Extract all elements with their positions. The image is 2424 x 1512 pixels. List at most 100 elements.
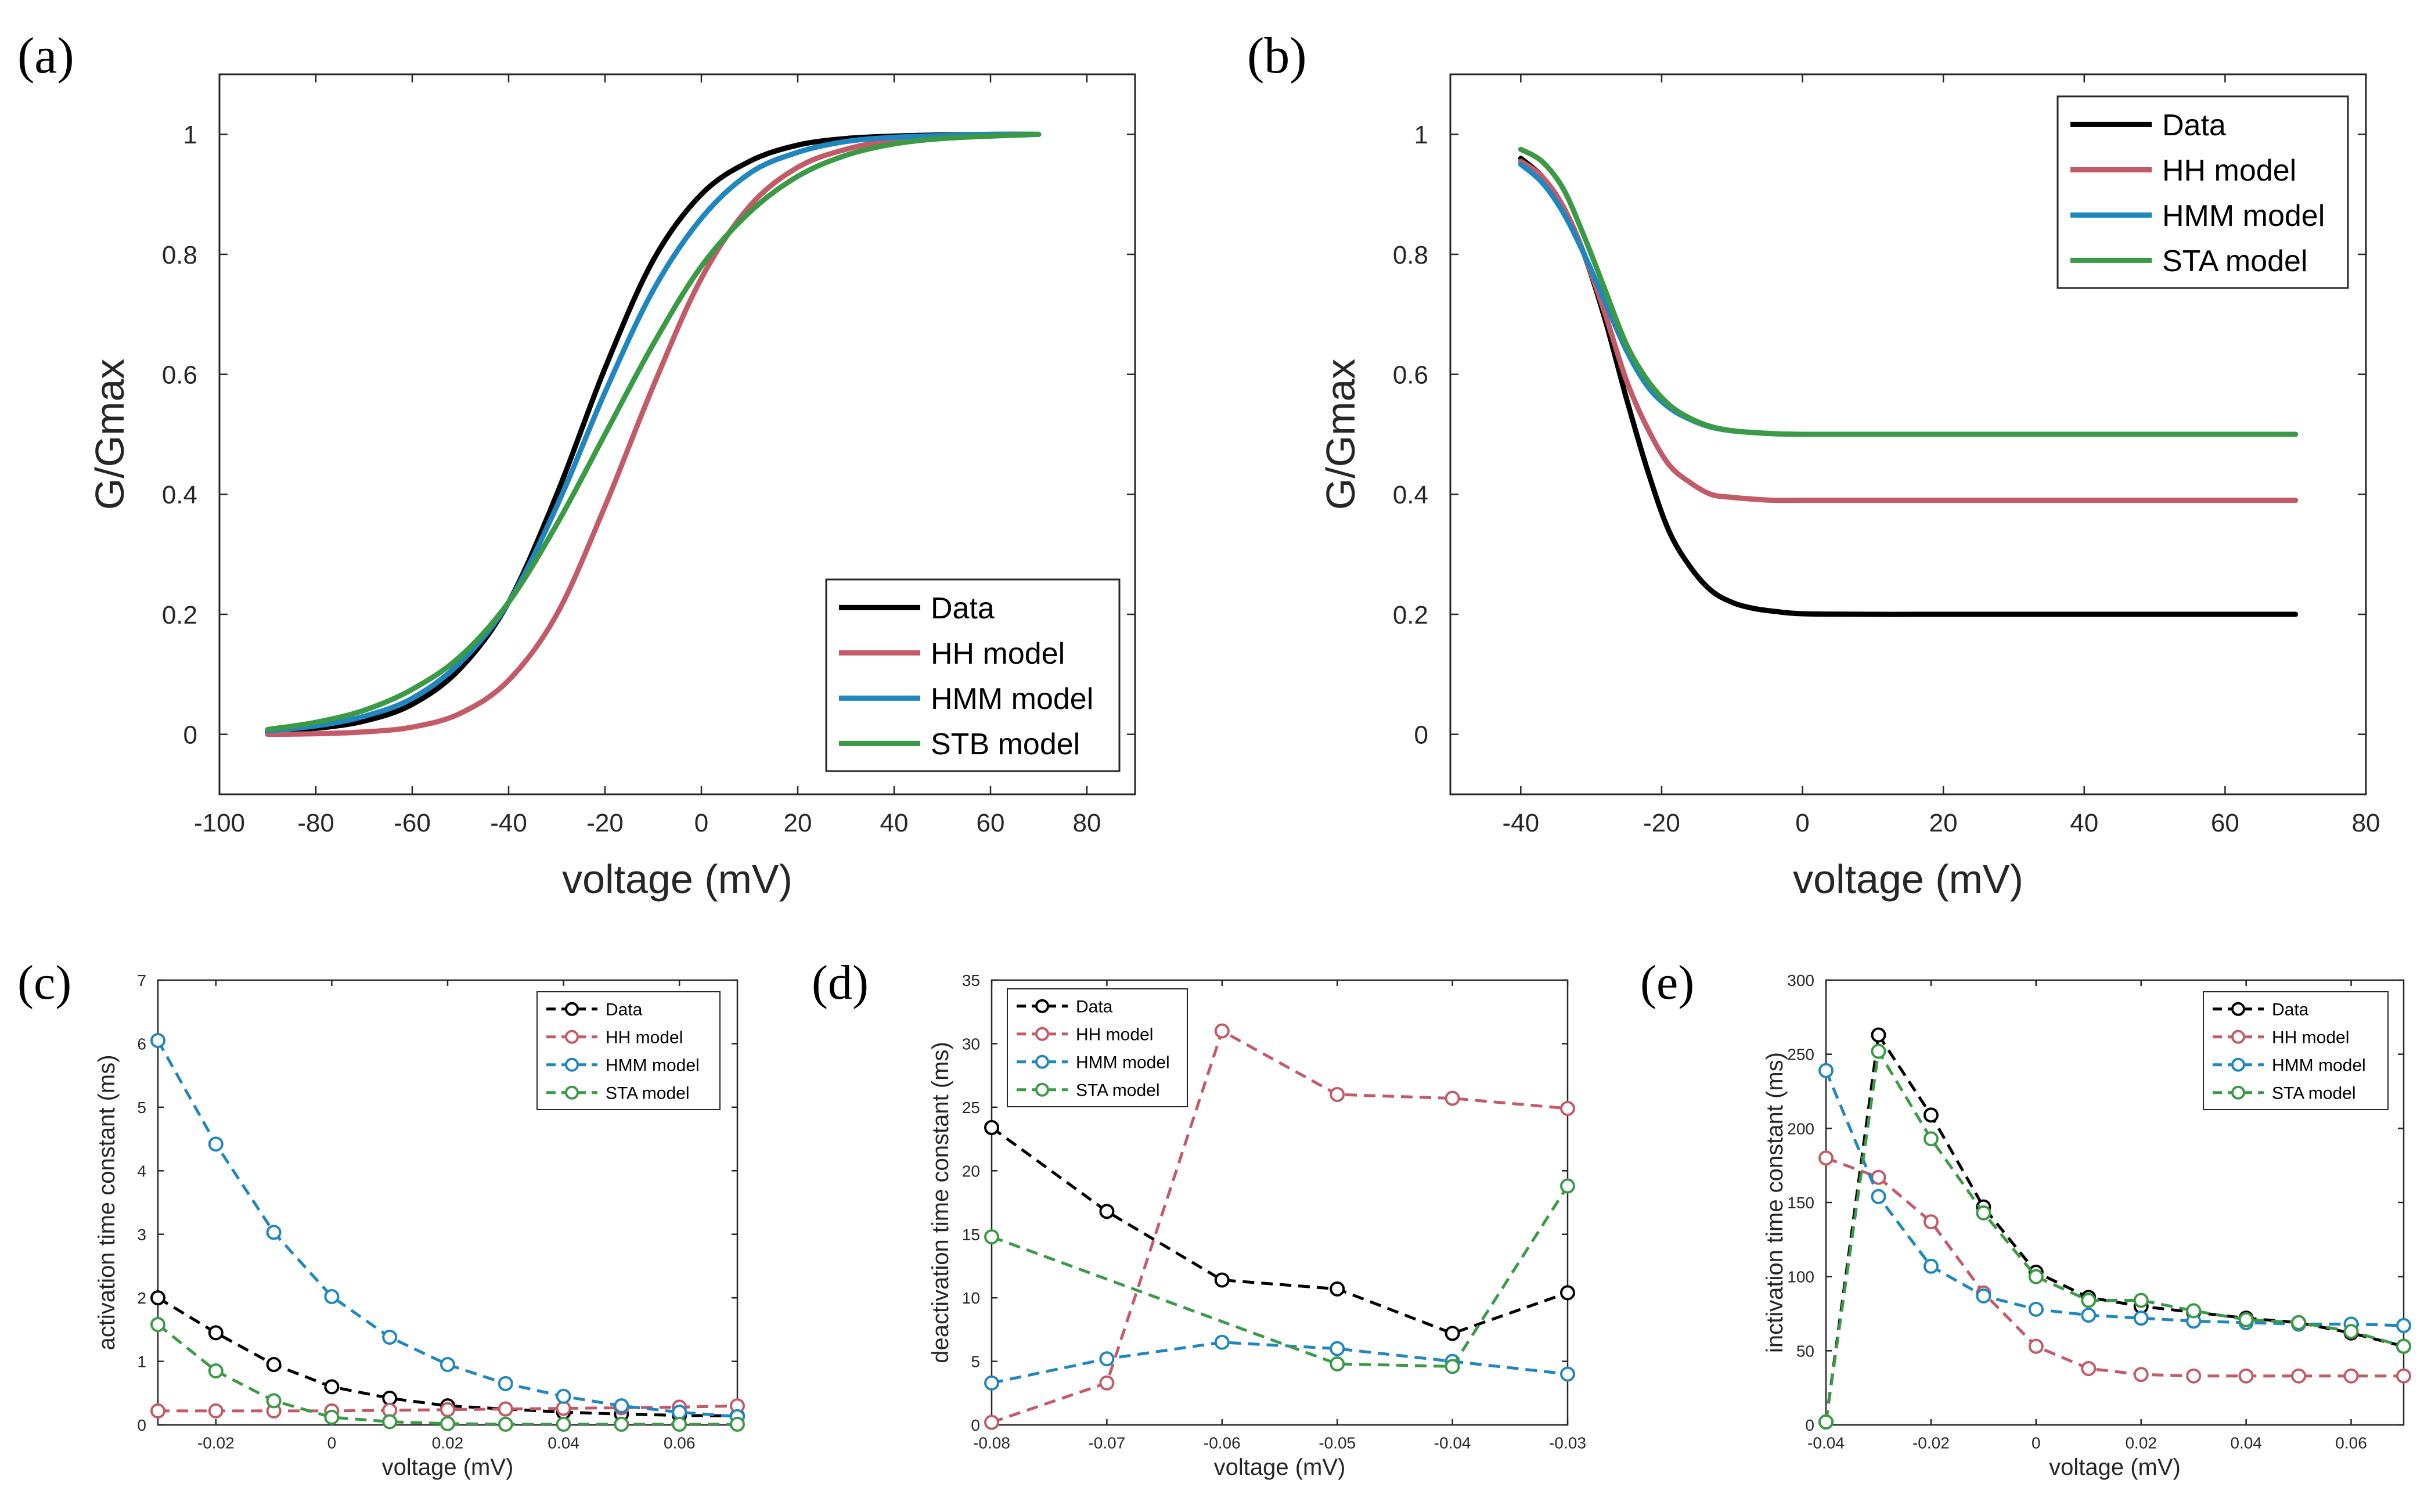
y-tick-label: 15 — [962, 1226, 980, 1244]
data-point-hh — [1330, 1086, 1345, 1102]
legend-entry-label: STB model — [931, 728, 1080, 761]
series-line-sta — [1826, 1047, 2404, 1423]
y-axis-label: G/Gmax — [1318, 359, 1363, 510]
data-point-hmm — [556, 1388, 571, 1404]
series-line-hh — [265, 131, 1042, 737]
data-point-hmm — [382, 1329, 398, 1345]
y-tick-label: 5 — [137, 1099, 146, 1117]
x-tick-label: 0.04 — [548, 1434, 579, 1452]
y-tick-label: 7 — [137, 971, 146, 989]
data-point-hmm — [2396, 1317, 2411, 1333]
data-point-sta — [150, 1317, 165, 1333]
y-axis-label: activation time constant (ms) — [94, 1054, 120, 1350]
y-tick-label: 20 — [962, 1162, 980, 1180]
x-axis-label: voltage (mV) — [1214, 1455, 1346, 1480]
panel-label: (c) — [17, 956, 71, 1010]
x-tick-label: 0 — [694, 809, 708, 837]
data-point-sta — [2238, 1312, 2254, 1327]
data-point-data — [1099, 1204, 1115, 1219]
y-tick-label: 200 — [1787, 1119, 1814, 1137]
plot-area-frame — [1449, 73, 2367, 795]
legend-frame — [825, 578, 1121, 772]
y-tick-label: 1 — [137, 1353, 146, 1371]
data-point-data — [150, 1290, 165, 1306]
data-point-hh — [150, 1403, 165, 1419]
data-point-sta — [2396, 1338, 2411, 1354]
data-point-hmm — [2028, 1301, 2044, 1317]
series-line-hmm — [158, 1039, 737, 1419]
y-tick-label: 35 — [962, 971, 980, 989]
x-tick-label: 40 — [2070, 809, 2098, 837]
legend-entry-label: Data — [2272, 1000, 2309, 1020]
panel-label: (b) — [1247, 28, 1307, 84]
legend-marker-hmm — [2231, 1057, 2245, 1072]
series-line-hmm — [1826, 1070, 2404, 1327]
y-tick-label: 25 — [962, 1099, 980, 1117]
y-tick-label: 300 — [1787, 971, 1814, 989]
legend-entry-label: HH model — [2272, 1028, 2349, 1047]
data-point-data — [266, 1357, 282, 1373]
panel-label: (a) — [17, 28, 74, 84]
data-point-hh — [1099, 1375, 1115, 1391]
data-point-sta — [672, 1416, 687, 1432]
data-point-hh — [2081, 1360, 2097, 1376]
data-point-hmm — [1923, 1258, 1939, 1274]
y-tick-label: 50 — [1796, 1342, 1814, 1360]
data-point-data — [208, 1325, 224, 1341]
x-tick-label: 40 — [880, 809, 909, 837]
data-point-sta — [1330, 1356, 1345, 1371]
chart-panel-c: -0.02 0 0.02 0.04 0.06 0 1 2 3 4 5 6 7 voltage (mV) ac… — [17, 956, 745, 1480]
data-point-hh — [2186, 1368, 2202, 1384]
data-point-data — [324, 1379, 340, 1395]
series-line-sta — [265, 131, 1042, 732]
data-point-sta — [1976, 1205, 1991, 1221]
y-tick-label: 0 — [1805, 1416, 1814, 1434]
x-tick-label: 80 — [1073, 809, 1101, 837]
x-tick-label: 0 — [327, 1434, 337, 1452]
legend-marker-sta — [1035, 1082, 1049, 1097]
y-tick-label: 6 — [137, 1035, 146, 1053]
legend-entry-label: HH model — [606, 1028, 683, 1047]
panel-label: (e) — [1640, 956, 1694, 1010]
legend: Data HH model HMM model STA model — [1007, 988, 1188, 1107]
data-point-hh — [208, 1403, 224, 1419]
data-point-hmm — [2081, 1308, 2097, 1323]
x-tick-label: -0.02 — [1912, 1434, 1950, 1452]
data-point-sta — [2186, 1303, 2202, 1319]
y-axis-label: G/Gmax — [87, 359, 132, 510]
legend-entry-label: STA model — [2272, 1084, 2356, 1103]
x-tick-label: -60 — [394, 809, 431, 837]
data-point-hh — [1923, 1214, 1939, 1230]
x-tick-label: -20 — [586, 809, 624, 837]
x-tick-label: -0.06 — [1204, 1434, 1241, 1452]
legend-entry-label: HH model — [931, 637, 1065, 671]
y-tick-label: 0.2 — [162, 601, 197, 629]
legend-marker-hmm — [565, 1057, 579, 1072]
data-point-hh — [2133, 1367, 2149, 1383]
x-tick-label: 80 — [2352, 809, 2380, 837]
y-tick-label: 1 — [183, 121, 197, 149]
x-tick-label: -0.05 — [1319, 1434, 1356, 1452]
data-point-hmm — [1099, 1351, 1115, 1367]
x-tick-label: -80 — [297, 809, 334, 837]
y-tick-label: 1 — [1414, 121, 1428, 149]
legend-entry-label: STA model — [2162, 244, 2307, 278]
data-point-hh — [2238, 1368, 2254, 1384]
y-tick-label: 2 — [137, 1289, 146, 1307]
data-point-sta — [440, 1416, 455, 1431]
data-point-hmm — [2133, 1311, 2149, 1326]
legend-entry-label: Data — [931, 592, 995, 625]
data-point-data — [1445, 1326, 1460, 1341]
legend-marker-hh — [565, 1029, 579, 1044]
y-axis-label: deactivation time constant (ms) — [928, 1042, 953, 1363]
legend-entry-label: HMM model — [931, 682, 1093, 716]
data-point-sta — [498, 1416, 513, 1432]
series-line-hh — [1518, 159, 2299, 503]
y-tick-label: 0.8 — [1393, 241, 1428, 269]
data-point-sta — [556, 1416, 571, 1432]
data-point-sta — [1818, 1414, 1834, 1430]
data-point-sta — [1445, 1359, 1460, 1374]
series-line-hh — [1826, 1157, 2404, 1378]
data-point-hmm — [1214, 1334, 1230, 1350]
